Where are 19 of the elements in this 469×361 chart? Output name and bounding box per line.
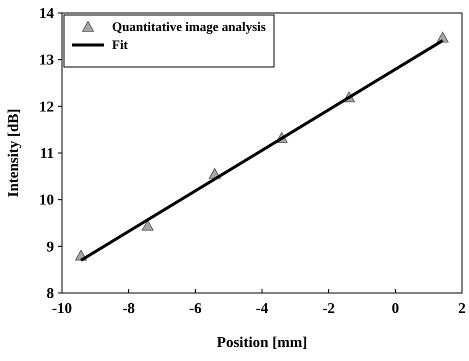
y-tick-label: 10 — [39, 192, 54, 209]
y-axis-title: Intensity [dB] — [6, 108, 22, 198]
x-tick-label: -8 — [122, 301, 135, 317]
x-tick-label: -2 — [322, 301, 335, 317]
point — [142, 220, 154, 231]
y-tick-label: 8 — [46, 286, 54, 302]
y-tick-label: 11 — [40, 146, 54, 162]
x-tick-label: -6 — [189, 301, 202, 317]
legend-label: Quantitative image analysis — [112, 19, 266, 34]
y-tick-label: 13 — [39, 52, 54, 69]
x-tick-label: -10 — [52, 301, 72, 317]
x-tick-label: 2 — [458, 301, 466, 317]
y-tick-label: 12 — [39, 99, 54, 116]
y-tick-label: 9 — [46, 239, 54, 256]
x-tick-label: 0 — [392, 301, 400, 317]
y-tick-label: 14 — [39, 6, 54, 22]
legend-label: Fit — [112, 37, 129, 52]
x-tick-label: -4 — [256, 301, 269, 317]
x-axis-title: Position [mm] — [216, 335, 308, 351]
